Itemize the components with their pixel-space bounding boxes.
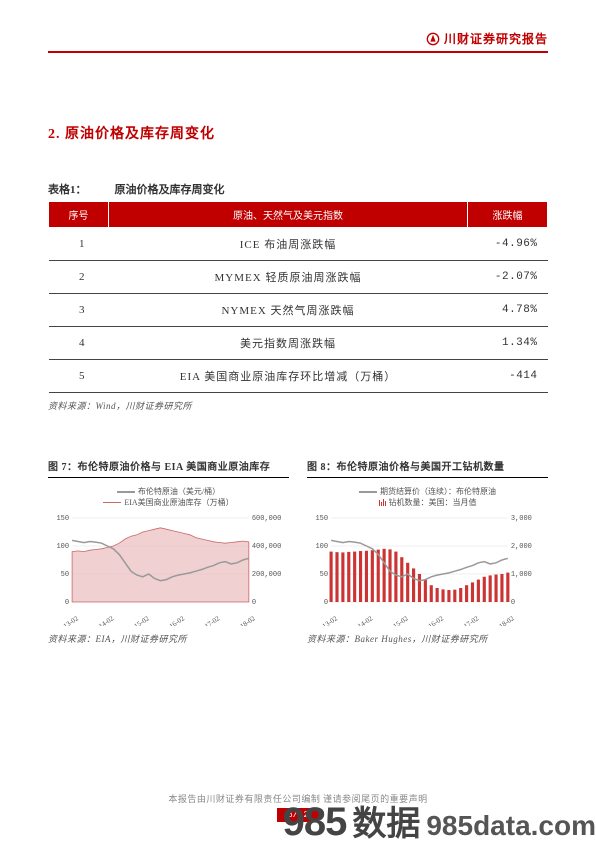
table-row: 1ICE 布油周涨跌幅-4.96% [49, 228, 548, 261]
svg-text:15-02: 15-02 [133, 614, 151, 626]
table1-source: 资料来源：Wind，川财证券研究所 [48, 399, 548, 412]
svg-text:14-02: 14-02 [97, 614, 115, 626]
cell-chg: 4.78% [468, 294, 548, 327]
chart7-legend-s2: EIA美国商业原油库存（万桶） [124, 497, 233, 508]
svg-text:2,000: 2,000 [511, 543, 532, 551]
svg-text:17-02: 17-02 [462, 614, 480, 626]
table1-caption-title: 原油价格及库存周变化 [115, 184, 225, 196]
page-header: 川财证券研究报告 [48, 30, 548, 47]
chart8-source: 资料来源：Baker Hughes，川财证券研究所 [307, 632, 548, 645]
chart7-legend-s1: 布伦特原油（美元/桶） [138, 486, 220, 497]
table-row: 4美元指数周涨跌幅1.34% [49, 327, 548, 360]
cell-idx: 3 [49, 294, 109, 327]
svg-text:100: 100 [56, 543, 69, 551]
svg-text:0: 0 [324, 599, 328, 607]
table1-col-idx: 序号 [49, 202, 109, 228]
brand-logo-icon [426, 32, 440, 46]
table1-col-chg: 涨跌幅 [468, 202, 548, 228]
table-row: 5EIA 美国商业原油库存环比增减（万桶）-414 [49, 360, 548, 393]
table1-caption: 表格1： 原油价格及库存周变化 [48, 181, 548, 197]
svg-text:1,000: 1,000 [511, 571, 532, 579]
cell-name: ICE 布油周涨跌幅 [109, 228, 468, 261]
chart8-title: 图 8：布伦特原油价格与美国开工钻机数量 [307, 458, 548, 478]
legend-area-icon [103, 502, 121, 503]
svg-text:0: 0 [511, 599, 515, 607]
cell-chg: -2.07% [468, 261, 548, 294]
chart8: 图 8：布伦特原油价格与美国开工钻机数量 期货结算价（连续）：布伦特原油 钻机数… [307, 458, 548, 645]
watermark-cn: 数据 [352, 807, 420, 841]
cell-idx: 2 [49, 261, 109, 294]
svg-text:50: 50 [320, 571, 328, 579]
cell-chg: 1.34% [468, 327, 548, 360]
legend-line-icon [359, 491, 377, 493]
section-heading: 2. 原油价格及库存周变化 [48, 123, 548, 143]
chart8-legend-s2: 钻机数量：美国：当月值 [389, 497, 477, 508]
chart7-title: 图 7：布伦特原油价格与 EIA 美国商业原油库存 [48, 458, 289, 478]
table-row: 3NYMEX 天然气周涨跌幅4.78% [49, 294, 548, 327]
cell-idx: 4 [49, 327, 109, 360]
watermark: 985数据 985data.com [283, 802, 596, 842]
svg-text:50: 50 [61, 571, 69, 579]
svg-text:18-02: 18-02 [239, 614, 257, 626]
svg-text:13-02: 13-02 [62, 614, 80, 626]
svg-text:17-02: 17-02 [203, 614, 221, 626]
svg-text:13-02: 13-02 [321, 614, 339, 626]
chart8-legend-s1: 期货结算价（连续）：布伦特原油 [380, 486, 496, 497]
cell-name: EIA 美国商业原油库存环比增减（万桶） [109, 360, 468, 393]
svg-text:3,000: 3,000 [511, 515, 532, 523]
table1: 序号 原油、天然气及美元指数 涨跌幅 1ICE 布油周涨跌幅-4.96%2MYM… [48, 201, 548, 393]
cell-name: MYMEX 轻质原油周涨跌幅 [109, 261, 468, 294]
svg-text:15-02: 15-02 [392, 614, 410, 626]
chart7-source: 资料来源：EIA，川财证券研究所 [48, 632, 289, 645]
header-rule [48, 51, 548, 53]
cell-name: 美元指数周涨跌幅 [109, 327, 468, 360]
legend-bars-icon [379, 499, 386, 506]
svg-text:16-02: 16-02 [427, 614, 445, 626]
cell-idx: 5 [49, 360, 109, 393]
watermark-big: 985 [283, 802, 347, 842]
svg-text:150: 150 [315, 515, 328, 523]
svg-text:18-02: 18-02 [498, 614, 516, 626]
cell-chg: -4.96% [468, 228, 548, 261]
svg-text:150: 150 [56, 515, 69, 523]
table1-caption-prefix: 表格1： [48, 184, 87, 196]
chart7-legend: 布伦特原油（美元/桶） EIA美国商业原油库存（万桶） [48, 486, 289, 510]
cell-name: NYMEX 天然气周涨跌幅 [109, 294, 468, 327]
svg-text:16-02: 16-02 [168, 614, 186, 626]
chart8-legend: 期货结算价（连续）：布伦特原油 钻机数量：美国：当月值 [307, 486, 548, 510]
svg-text:0: 0 [252, 599, 256, 607]
svg-text:600,000: 600,000 [252, 515, 281, 523]
cell-idx: 1 [49, 228, 109, 261]
chart7: 图 7：布伦特原油价格与 EIA 美国商业原油库存 布伦特原油（美元/桶） EI… [48, 458, 289, 645]
svg-text:200,000: 200,000 [252, 571, 281, 579]
cell-chg: -414 [468, 360, 548, 393]
svg-text:14-02: 14-02 [356, 614, 374, 626]
watermark-small: 985data.com [426, 812, 596, 840]
svg-text:0: 0 [65, 599, 69, 607]
brand-text: 川财证券研究报告 [444, 30, 548, 47]
table-row: 2MYMEX 轻质原油周涨跌幅-2.07% [49, 261, 548, 294]
svg-text:100: 100 [315, 543, 328, 551]
legend-line-icon [117, 491, 135, 493]
svg-text:400,000: 400,000 [252, 543, 281, 551]
table1-col-name: 原油、天然气及美元指数 [109, 202, 468, 228]
